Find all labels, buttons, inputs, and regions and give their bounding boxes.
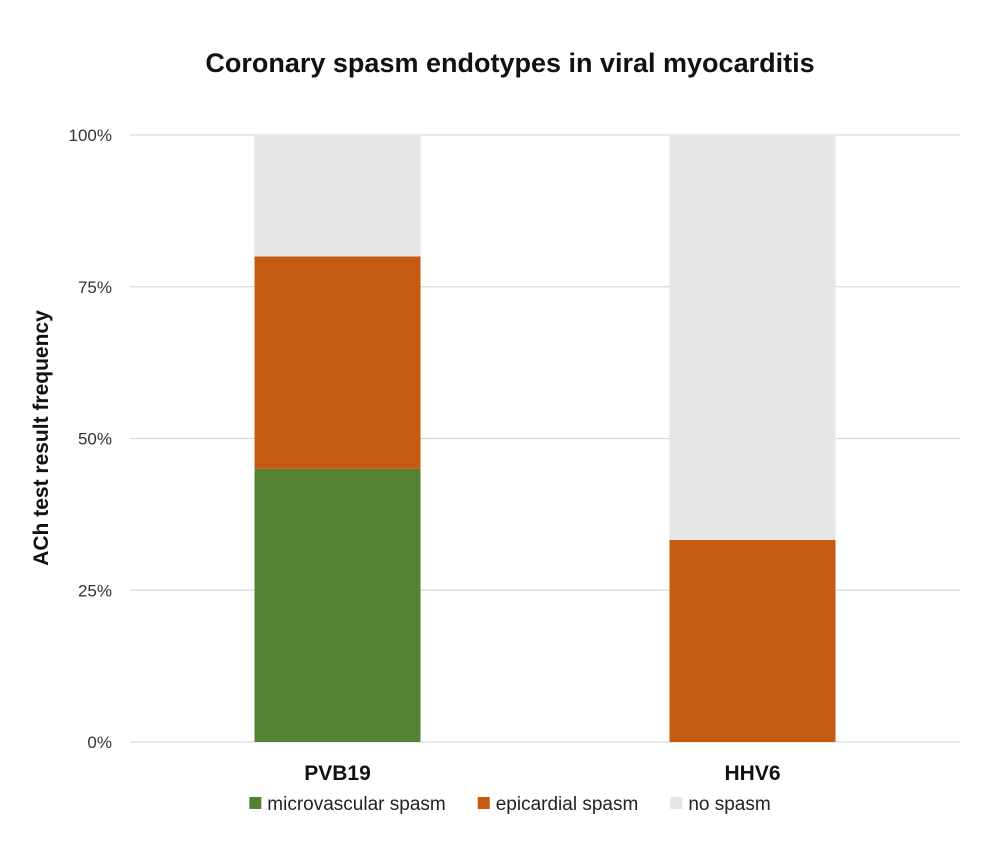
y-axis-label: ACh test result frequency <box>30 310 53 566</box>
category-label: HHV6 <box>724 762 780 785</box>
legend-item: microvascular spasm <box>249 794 446 815</box>
legend-swatch <box>670 797 683 809</box>
bar-hhv6-no-spasm <box>669 135 836 540</box>
y-tick-label: 100% <box>69 126 112 145</box>
category-label: PVB19 <box>304 762 371 785</box>
legend-label: epicardial spasm <box>496 794 639 815</box>
y-tick-label: 50% <box>78 430 112 449</box>
bar-hhv6-epicardial-spasm <box>669 539 836 742</box>
bar-pvb19-no-spasm <box>254 135 421 257</box>
bars <box>254 135 836 742</box>
legend-swatch <box>477 797 490 809</box>
bar-pvb19-epicardial-spasm <box>254 256 421 469</box>
y-tick-labels: 0% 25% 50% 75% 100% <box>69 126 112 752</box>
legend-item: no spasm <box>670 794 771 815</box>
chart-title: Coronary spasm endotypes in viral myocar… <box>205 48 814 78</box>
legend: microvascular spasm epicardial spasm no sp… <box>249 794 771 815</box>
legend-item: epicardial spasm <box>477 794 639 815</box>
y-tick-label: 0% <box>87 733 112 752</box>
y-tick-label: 25% <box>78 581 112 600</box>
category-labels: PVB19 HHV6 <box>304 762 780 785</box>
y-tick-label: 75% <box>78 278 112 297</box>
legend-label: no spasm <box>688 794 770 815</box>
bar-pvb19-microvascular-spasm <box>254 468 421 742</box>
legend-label: microvascular spasm <box>267 794 445 815</box>
legend-swatch <box>249 797 262 809</box>
